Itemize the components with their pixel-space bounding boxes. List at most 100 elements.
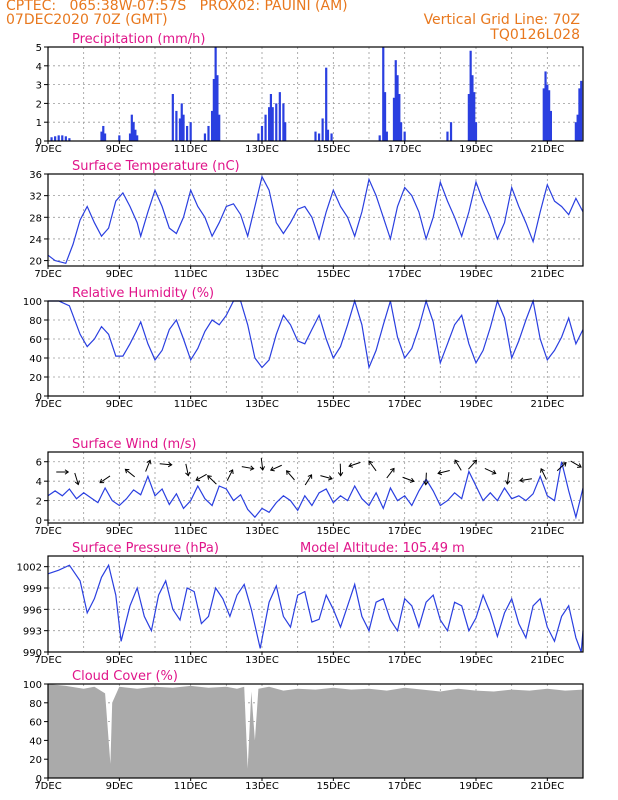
xtick-label: 11DEC [174, 144, 208, 155]
wind-arrow-shaft [556, 462, 567, 472]
xtick-label: 13DEC [245, 781, 279, 792]
wind-arrow-head [207, 475, 212, 480]
ytick-label: 100 [23, 297, 42, 308]
wind-arrow-shaft [270, 464, 282, 471]
xtick-label: 13DEC [245, 269, 279, 280]
wind-arrow-shaft [454, 459, 462, 471]
ytick-label: 0 [36, 392, 42, 403]
precip-bar [542, 88, 545, 141]
wind-arrow [540, 467, 547, 480]
wind-arrow-head [519, 477, 524, 483]
wind-arrow [304, 474, 313, 486]
precip-bar [264, 114, 267, 141]
wind-arrow-shaft [468, 459, 477, 470]
ytick-label: 32 [29, 192, 42, 203]
ytick-label: 993 [23, 627, 42, 638]
precip-bar [136, 135, 139, 141]
ytick-label: 60 [29, 718, 42, 729]
precip-bar [50, 137, 53, 141]
xtick-label: 7DEC [34, 269, 61, 280]
panel-title: Surface Pressure (hPa) [72, 541, 219, 556]
panel-1: 0 1 2 3 4 5 7DEC 9DEC 11DEC 13DEC 15DEC 17DEC 19DEC 2… [34, 32, 584, 155]
ytick-label: 1 [36, 118, 42, 129]
xtick-label: 13DEC [245, 144, 279, 155]
xtick-label: 21DEC [530, 655, 564, 666]
ytick-label: 1002 [17, 563, 42, 574]
series-line [47, 563, 584, 653]
precip-bar [210, 110, 214, 141]
xtick-label: 13DEC [245, 655, 279, 666]
wind-arrow-head [195, 476, 201, 482]
precip-bar [446, 131, 449, 141]
precip-bar [330, 133, 333, 141]
precip-bar [394, 60, 397, 141]
xtick-label: 13DEC [245, 399, 279, 410]
wind-arrow-head [561, 461, 567, 467]
wind-arrow-shaft [241, 466, 254, 470]
panel-title: Precipitation (mm/h) [72, 32, 205, 47]
wind-arrow-head [99, 478, 105, 484]
ytick-label: 4 [36, 62, 42, 73]
wind-arrow-shaft [519, 478, 532, 482]
wind-arrow [99, 475, 111, 484]
wind-arrow-head [409, 477, 415, 483]
wind-arrow-head [368, 460, 373, 466]
wind-arrow [337, 463, 344, 477]
ytick-label: 60 [29, 335, 42, 346]
header-station-line: CPTEC: 065:38W-07:57S PROX02: PAUINI (AM… [6, 0, 348, 14]
wind-arrow-shaft [437, 469, 450, 474]
wind-arrow-head [491, 469, 497, 475]
precip-bar [268, 107, 271, 141]
wind-arrow [386, 467, 395, 479]
xtick-label: 19DEC [459, 655, 493, 666]
xtick-label: 9DEC [106, 526, 133, 537]
precip-bar [317, 133, 321, 141]
wind-arrow [241, 465, 255, 471]
wind-arrow [56, 469, 70, 475]
wind-arrow [348, 461, 361, 468]
precip-bar [118, 135, 121, 141]
ytick-label: 990 [23, 648, 42, 659]
wind-arrow-head [269, 466, 275, 472]
ytick-label: 20 [29, 755, 42, 766]
wind-arrow-head [390, 467, 395, 473]
xtick-label: 17DEC [388, 269, 422, 280]
panel-frame [47, 683, 584, 779]
xtick-label: 19DEC [459, 269, 493, 280]
panel-frame [47, 173, 584, 267]
panel-title: Surface Temperature (nC) [72, 159, 240, 174]
xtick-label: 15DEC [316, 399, 350, 410]
xtick-label: 21DEC [530, 526, 564, 537]
wind-arrow [259, 457, 266, 471]
precip-bar [57, 135, 60, 141]
wind-arrow-shaft [506, 472, 510, 485]
xtick-label: 21DEC [530, 781, 564, 792]
precip-bar [469, 50, 472, 142]
wind-arrow-head [423, 481, 429, 486]
ytick-label: 40 [29, 354, 42, 365]
panel-frame [47, 300, 584, 397]
wind-arrow-shaft [386, 468, 395, 479]
precip-bar [548, 90, 551, 141]
xtick-label: 19DEC [459, 781, 493, 792]
wind-arrow-head [437, 470, 443, 476]
wind-arrow [484, 467, 497, 475]
ytick-label: 80 [29, 699, 42, 710]
precip-bar [546, 84, 549, 141]
xtick-label: 13DEC [245, 526, 279, 537]
wind-arrow-head [505, 480, 511, 485]
xtick-label: 11DEC [174, 399, 208, 410]
precip-bar [203, 133, 207, 141]
wind-arrow-head [64, 469, 70, 475]
wind-arrow-shaft [125, 468, 136, 478]
wind-arrow [185, 463, 191, 477]
precip-bar [171, 94, 174, 141]
series-line [47, 175, 584, 265]
precip-bar [325, 67, 328, 141]
wind-arrow-shaft [260, 457, 264, 471]
wind-arrow [320, 475, 333, 481]
xtick-label: 15DEC [316, 269, 350, 280]
wind-arrow-head [74, 480, 80, 486]
wind-arrow [207, 475, 217, 485]
